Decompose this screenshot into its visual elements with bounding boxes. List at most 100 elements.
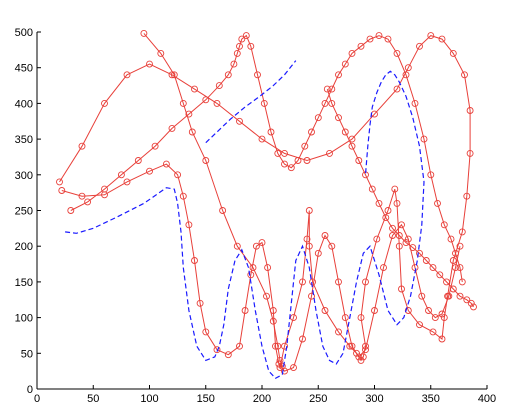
data-point [362, 346, 369, 354]
data-point [355, 353, 363, 361]
data-point [101, 185, 108, 193]
x-tick-label: 0 [34, 393, 40, 405]
data-point [202, 96, 210, 104]
data-point [389, 224, 396, 232]
series-line [61, 163, 461, 372]
data-point [233, 49, 241, 57]
data-point [404, 307, 412, 314]
data-point [341, 128, 349, 136]
data-point [58, 187, 66, 194]
x-tick-label: 50 [87, 393, 99, 405]
series-2 [67, 32, 466, 286]
data-point [117, 171, 125, 179]
data-point [321, 232, 329, 239]
data-point [233, 242, 241, 250]
data-point [368, 185, 376, 193]
data-point [238, 35, 246, 43]
data-point [335, 328, 342, 336]
data-point [258, 239, 266, 247]
data-point [258, 135, 266, 143]
data-point [395, 242, 403, 250]
data-point [416, 249, 423, 257]
x-tick-label: 400 [478, 393, 496, 405]
data-point [146, 60, 153, 68]
data-point [391, 185, 399, 193]
data-point [429, 264, 437, 272]
data-point [380, 264, 387, 272]
data-point [404, 235, 412, 243]
x-tick-label: 350 [422, 393, 440, 405]
data-point [456, 264, 464, 272]
plot-area [56, 29, 477, 380]
data-point [146, 167, 153, 175]
series-4 [65, 70, 425, 380]
data-point [402, 239, 410, 247]
data-point [269, 307, 277, 314]
data-point [335, 114, 342, 122]
data-point [179, 99, 187, 107]
data-point [321, 307, 329, 314]
data-point [416, 42, 423, 50]
data-point [78, 192, 86, 200]
data-point [335, 278, 342, 286]
data-point [416, 321, 423, 329]
data-point [461, 71, 468, 79]
data-point [420, 135, 428, 143]
y-tick-label: 500 [15, 27, 33, 39]
data-point [323, 85, 331, 93]
data-point [308, 128, 315, 136]
data-point [348, 49, 356, 57]
data-point [440, 221, 448, 229]
data-point [123, 71, 131, 79]
data-point [438, 310, 446, 318]
data-point [281, 367, 288, 375]
data-point [422, 257, 430, 264]
data-point [456, 242, 464, 250]
data-point [445, 292, 453, 300]
data-point [260, 99, 268, 107]
data-point [404, 64, 412, 72]
data-point [247, 42, 255, 50]
data-point [174, 171, 182, 179]
y-tick-label: 50 [21, 348, 33, 360]
data-point [438, 335, 446, 343]
y-tick-label: 350 [15, 134, 33, 146]
data-point [264, 264, 272, 272]
data-point [272, 342, 279, 350]
data-point [274, 342, 282, 350]
data-point [275, 360, 283, 368]
data-point [263, 292, 270, 300]
data-point [411, 99, 419, 107]
data-point [287, 164, 295, 172]
data-point [196, 299, 204, 307]
data-point [427, 171, 435, 179]
data-point [449, 257, 457, 264]
data-point [384, 207, 392, 214]
data-point [191, 85, 198, 93]
data-point [215, 82, 223, 90]
data-point [290, 314, 297, 322]
data-point [328, 242, 336, 250]
data-point [449, 49, 457, 57]
data-point [162, 160, 170, 168]
data-point [328, 85, 336, 93]
data-point [409, 244, 417, 252]
series-line [70, 34, 463, 282]
data-point [242, 32, 250, 40]
data-point [382, 214, 390, 222]
data-point [185, 110, 193, 118]
data-point [393, 199, 401, 207]
data-point [303, 235, 311, 243]
data-point [303, 157, 311, 164]
data-point [452, 264, 459, 272]
data-point [101, 99, 108, 107]
data-point [375, 199, 383, 207]
data-point [456, 292, 464, 300]
data-point [346, 342, 354, 350]
data-point [314, 249, 322, 257]
data-point [236, 117, 243, 125]
data-point [230, 60, 238, 68]
x-tick-label: 200 [253, 393, 271, 405]
data-point [443, 278, 450, 286]
data-point [188, 128, 196, 136]
